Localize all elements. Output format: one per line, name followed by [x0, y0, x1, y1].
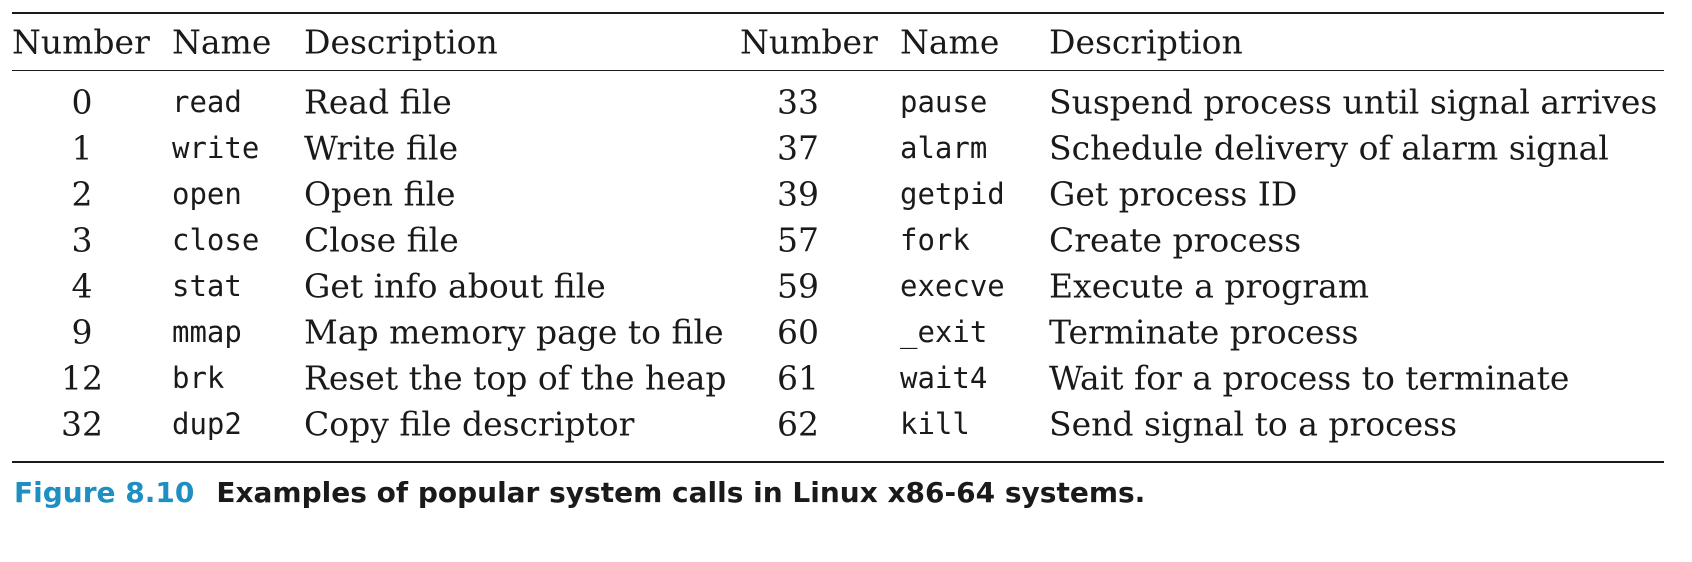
syscall-description: Read file [304, 82, 452, 122]
syscall-number: 33 [777, 82, 819, 122]
syscall-description: Open file [304, 174, 456, 214]
syscall-name: write [172, 131, 260, 165]
syscall-description: Write file [304, 128, 459, 168]
syscall-name: dup2 [172, 407, 242, 441]
syscall-number: 3 [71, 220, 93, 260]
syscall-number: 2 [71, 174, 93, 214]
header-number-left: Number [12, 22, 150, 62]
table-bottom-rule [12, 461, 1664, 463]
syscall-name: fork [900, 223, 970, 257]
syscall-name: read [172, 85, 242, 119]
syscall-name: execve [900, 269, 1005, 303]
table-row: 0 read Read file 33 pause Suspend proces… [12, 79, 1664, 125]
syscall-number: 59 [777, 266, 819, 306]
syscall-description: Suspend process until signal arrives [1049, 82, 1658, 122]
syscall-description: Close file [304, 220, 459, 260]
table-row: 12 brk Reset the top of the heap 61 wait… [12, 355, 1664, 401]
header-description-right: Description [1049, 22, 1243, 62]
syscall-number: 60 [777, 312, 819, 352]
syscall-description: Terminate process [1049, 312, 1359, 352]
header-name-left: Name [172, 22, 272, 62]
table-header-row: Number Name Description Number Name Desc… [12, 14, 1664, 70]
table-row: 9 mmap Map memory page to file 60 _exit … [12, 309, 1664, 355]
header-number-right: Number [740, 22, 878, 62]
syscall-name: alarm [900, 131, 988, 165]
table-row: 4 stat Get info about file 59 execve Exe… [12, 263, 1664, 309]
syscall-number: 4 [71, 266, 93, 306]
syscall-description: Reset the top of the heap [304, 358, 727, 398]
syscall-number: 9 [71, 312, 93, 352]
syscall-description: Get process ID [1049, 174, 1298, 214]
table-top-rule [12, 12, 1664, 14]
syscall-description: Copy file descriptor [304, 404, 635, 444]
header-name-right: Name [900, 22, 1000, 62]
syscall-name: stat [172, 269, 242, 303]
figure-label: Figure 8.10 [14, 476, 195, 509]
table-body: 0 read Read file 33 pause Suspend proces… [12, 71, 1664, 461]
header-description-left: Description [304, 22, 498, 62]
table-row: 32 dup2 Copy file descriptor 62 kill Sen… [12, 401, 1664, 447]
syscall-number: 61 [777, 358, 819, 398]
table-row: 3 close Close file 57 fork Create proces… [12, 217, 1664, 263]
syscall-number: 32 [61, 404, 103, 444]
table-header-rule [12, 70, 1664, 71]
syscall-number: 1 [71, 128, 93, 168]
syscall-name: open [172, 177, 242, 211]
syscall-description: Get info about file [304, 266, 606, 306]
table-row: 1 write Write file 37 alarm Schedule del… [12, 125, 1664, 171]
table-row: 2 open Open file 39 getpid Get process I… [12, 171, 1664, 217]
syscall-name: getpid [900, 177, 1005, 211]
syscall-description: Create process [1049, 220, 1302, 260]
syscall-number: 37 [777, 128, 819, 168]
syscall-name: brk [172, 361, 225, 395]
syscall-number: 62 [777, 404, 819, 444]
syscall-number: 57 [777, 220, 819, 260]
syscall-name: wait4 [900, 361, 988, 395]
syscall-name: mmap [172, 315, 242, 349]
syscall-description: Send signal to a process [1049, 404, 1458, 444]
syscall-description: Schedule delivery of alarm signal [1049, 128, 1609, 168]
syscall-name: kill [900, 407, 970, 441]
figure-caption-text: Examples of popular system calls in Linu… [216, 476, 1146, 509]
syscall-name: _exit [900, 315, 988, 349]
syscall-name: close [172, 223, 260, 257]
system-calls-table: Number Name Description Number Name Desc… [12, 12, 1664, 463]
syscall-description: Wait for a process to terminate [1049, 358, 1570, 398]
syscall-number: 12 [61, 358, 103, 398]
syscall-description: Execute a program [1049, 266, 1370, 306]
syscall-name: pause [900, 85, 988, 119]
syscall-number: 39 [777, 174, 819, 214]
figure-caption: Figure 8.10 Examples of popular system ca… [14, 476, 1145, 509]
syscall-description: Map memory page to file [304, 312, 724, 352]
syscall-number: 0 [71, 82, 93, 122]
